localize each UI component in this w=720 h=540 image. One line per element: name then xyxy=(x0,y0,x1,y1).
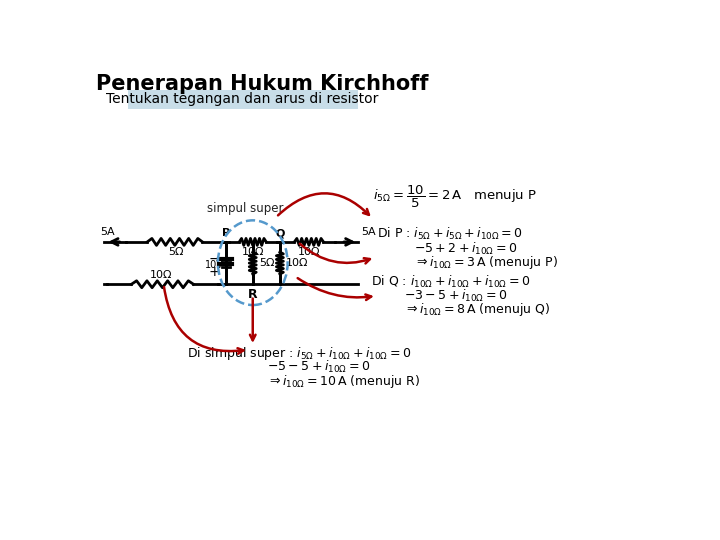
Text: Di P : $i_{5\Omega} + i_{5\Omega} + i_{10\Omega} = 0$: Di P : $i_{5\Omega} + i_{5\Omega} + i_{1… xyxy=(377,226,523,242)
Text: P: P xyxy=(222,228,230,238)
Text: R: R xyxy=(248,288,258,301)
FancyBboxPatch shape xyxy=(128,90,358,109)
Text: 5A: 5A xyxy=(361,226,376,237)
Text: 5Ω: 5Ω xyxy=(168,247,184,257)
Text: 10V: 10V xyxy=(205,260,224,269)
Text: 5Ω: 5Ω xyxy=(259,258,274,268)
Text: simpul super: simpul super xyxy=(207,202,283,215)
Text: −: − xyxy=(209,252,220,266)
Text: +: + xyxy=(209,265,220,279)
Text: $\Rightarrow i_{10\Omega} = 3\,\mathrm{A}\ \mathrm{(menuju\ P)}$: $\Rightarrow i_{10\Omega} = 3\,\mathrm{A… xyxy=(414,254,558,271)
Text: Tentukan tegangan dan arus di resistor: Tentukan tegangan dan arus di resistor xyxy=(107,92,379,106)
Text: $\Rightarrow i_{10\Omega} = 8\,\mathrm{A}\ \mathrm{(menuju\ Q)}$: $\Rightarrow i_{10\Omega} = 8\,\mathrm{A… xyxy=(404,301,551,318)
Text: Di Q : $i_{10\Omega} + i_{10\Omega} + i_{10\Omega} = 0$: Di Q : $i_{10\Omega} + i_{10\Omega} + i_… xyxy=(371,274,530,290)
Text: Penerapan Hukum Kirchhoff: Penerapan Hukum Kirchhoff xyxy=(96,74,428,94)
Text: 10Ω: 10Ω xyxy=(286,258,309,268)
Text: Di simpul super : $i_{5\Omega} + i_{10\Omega} + i_{10\Omega} = 0$: Di simpul super : $i_{5\Omega} + i_{10\O… xyxy=(187,345,411,362)
Text: $-5 + 2 + i_{10\Omega} = 0$: $-5 + 2 + i_{10\Omega} = 0$ xyxy=(414,241,517,257)
Text: $i_{5\Omega} = \dfrac{10}{5} = 2\,\mathrm{A}$   menuju P: $i_{5\Omega} = \dfrac{10}{5} = 2\,\mathr… xyxy=(373,184,537,210)
Text: Q: Q xyxy=(275,228,284,238)
Text: 5A: 5A xyxy=(101,226,115,237)
Text: $\Rightarrow i_{10\Omega} = 10\,\mathrm{A}\ \mathrm{(menuju\ R)}$: $\Rightarrow i_{10\Omega} = 10\,\mathrm{… xyxy=(266,373,420,390)
Text: $-3 - 5 + i_{10\Omega} = 0$: $-3 - 5 + i_{10\Omega} = 0$ xyxy=(404,288,507,304)
Text: 10Ω: 10Ω xyxy=(241,247,264,257)
Text: $-5 - 5 + i_{10\Omega} = 0$: $-5 - 5 + i_{10\Omega} = 0$ xyxy=(266,359,370,375)
Text: 10Ω: 10Ω xyxy=(297,247,320,257)
Text: 10Ω: 10Ω xyxy=(150,269,172,280)
